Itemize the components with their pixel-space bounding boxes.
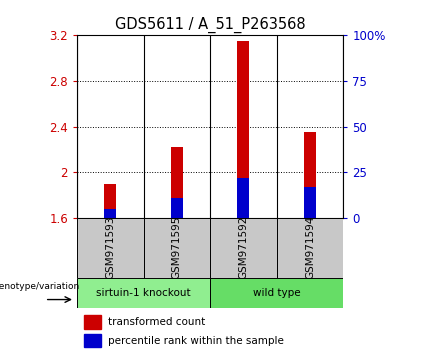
- Text: genotype/variation: genotype/variation: [0, 282, 80, 291]
- Text: wild type: wild type: [253, 288, 301, 298]
- Bar: [143, 218, 210, 278]
- Bar: [104, 209, 116, 218]
- Bar: [84, 334, 101, 347]
- Text: sirtuin-1 knockout: sirtuin-1 knockout: [96, 288, 191, 298]
- Text: GSM971595: GSM971595: [172, 216, 182, 280]
- Bar: [84, 315, 101, 329]
- Title: GDS5611 / A_51_P263568: GDS5611 / A_51_P263568: [115, 16, 305, 33]
- Text: GSM971594: GSM971594: [305, 216, 315, 280]
- Text: transformed count: transformed count: [108, 318, 205, 327]
- Bar: [238, 41, 249, 218]
- Text: GSM971592: GSM971592: [238, 216, 248, 280]
- Bar: [171, 147, 183, 218]
- Text: GSM971593: GSM971593: [105, 216, 115, 280]
- Text: percentile rank within the sample: percentile rank within the sample: [108, 336, 284, 346]
- Bar: [210, 218, 277, 278]
- Bar: [171, 198, 183, 218]
- Bar: [210, 278, 343, 308]
- Bar: [104, 183, 116, 218]
- Bar: [238, 178, 249, 218]
- Bar: [77, 278, 210, 308]
- Bar: [77, 218, 143, 278]
- Bar: [277, 218, 343, 278]
- Bar: [304, 187, 316, 218]
- Bar: [304, 132, 316, 218]
